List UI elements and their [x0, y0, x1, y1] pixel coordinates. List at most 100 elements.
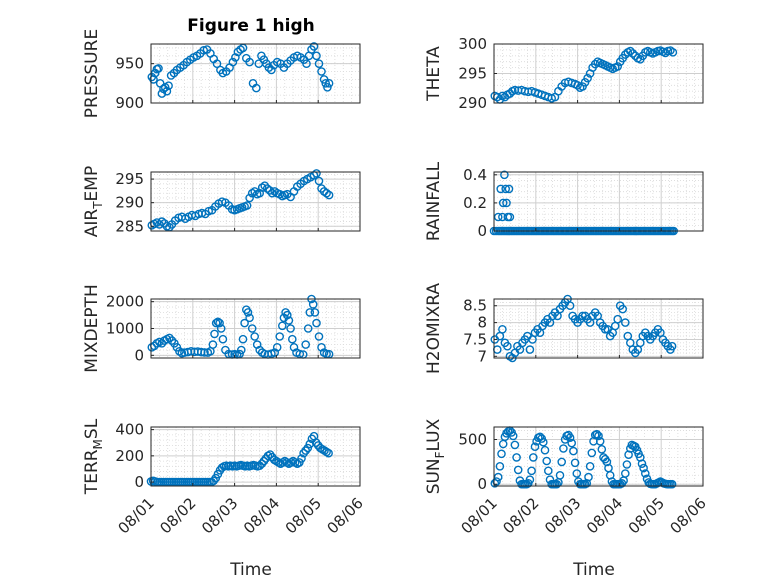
- data-point: [303, 443, 313, 453]
- x-tick-label: 08/03: [198, 494, 241, 537]
- y-tick-label: 7.5: [463, 330, 487, 348]
- y-tick-label: 500: [458, 431, 487, 449]
- data-point: [573, 81, 582, 90]
- data-point: [565, 301, 575, 311]
- y-tick-label: 0.2: [463, 194, 487, 212]
- data-point: [250, 332, 259, 341]
- data-point: [270, 348, 280, 357]
- y-tick-label: 290: [458, 94, 487, 112]
- data-point: [324, 79, 334, 88]
- data-point: [216, 324, 226, 333]
- data-point: [585, 461, 595, 471]
- y-tick-label: 0: [134, 473, 144, 491]
- data-point: [247, 324, 257, 333]
- data-point: [267, 65, 276, 75]
- data-point: [242, 201, 252, 210]
- data-point: [301, 446, 311, 455]
- data-point: [322, 188, 331, 198]
- y-tick-label: 200: [115, 447, 144, 465]
- data-point: [287, 334, 297, 344]
- data-point: [600, 324, 610, 334]
- data-point: [322, 447, 331, 457]
- data-point: [157, 338, 167, 348]
- axes-frame: [493, 426, 704, 487]
- data-point: [282, 310, 292, 320]
- x-tick-label: 08/04: [240, 494, 283, 537]
- data-point: [167, 336, 177, 345]
- data-point: [303, 324, 313, 333]
- data-point: [621, 469, 630, 478]
- y-tick-label: 8: [477, 314, 487, 332]
- data-point: [628, 49, 638, 58]
- data-point: [154, 64, 163, 73]
- data-point: [305, 308, 315, 317]
- data-point: [565, 433, 575, 443]
- data-point: [595, 436, 605, 446]
- y-tick-label: 285: [115, 217, 144, 235]
- plot-area: [151, 427, 360, 486]
- data-point: [243, 308, 253, 317]
- data-point: [257, 459, 267, 469]
- data-point: [637, 459, 647, 469]
- y-tick-label: 300: [458, 35, 487, 53]
- y-axis-label: THETA: [424, 46, 444, 102]
- data-point: [512, 453, 521, 462]
- data-point: [621, 318, 630, 327]
- y-tick-label: 0.4: [463, 166, 487, 184]
- subplot-theta: 290 295 300 THETA: [424, 35, 704, 112]
- data-point: [583, 73, 592, 83]
- data-point: [245, 193, 254, 203]
- figure-title: Figure 1 high: [187, 16, 315, 36]
- y-tick-label: 400: [115, 421, 144, 439]
- data-point: [540, 445, 550, 455]
- data-point: [312, 318, 321, 328]
- data-point: [284, 316, 294, 325]
- data-point: [317, 67, 326, 76]
- axes-frame: [150, 426, 361, 487]
- axes-frame: [150, 171, 361, 232]
- y-tick-label: 950: [115, 55, 144, 73]
- data-point: [308, 300, 318, 309]
- data-point: [544, 466, 553, 476]
- data-point: [314, 332, 324, 341]
- data-point: [495, 461, 505, 471]
- data-point: [208, 340, 218, 349]
- data-point: [289, 342, 299, 352]
- data-point: [164, 81, 173, 90]
- plot-area: [151, 172, 360, 231]
- data-point: [162, 86, 172, 96]
- data-point: [570, 458, 580, 468]
- data-point: [513, 465, 523, 475]
- data-point: [542, 456, 552, 466]
- data-point: [552, 479, 562, 489]
- data-point: [559, 444, 568, 453]
- x-tick-label: 08/04: [583, 494, 626, 537]
- data-point: [321, 79, 331, 88]
- data-point: [569, 446, 578, 456]
- y-tick-label: 290: [115, 194, 144, 212]
- data-point: [310, 308, 320, 317]
- subplot-rainfall: 0 0.2 0.4 RAINFALL: [424, 161, 704, 241]
- data-point: [297, 454, 306, 463]
- data-point: [282, 458, 292, 467]
- data-point: [613, 314, 623, 324]
- y-axis-label: PRESSURE: [82, 29, 102, 118]
- axes-frame: [493, 171, 704, 232]
- data-point: [497, 449, 506, 459]
- data-point: [578, 82, 587, 91]
- data-point: [572, 469, 582, 478]
- x-tick-label: 08/05: [625, 494, 668, 537]
- data-point: [639, 463, 648, 473]
- data-point: [527, 466, 536, 476]
- data-point: [505, 212, 515, 222]
- data-point: [277, 321, 287, 331]
- data-point: [240, 318, 249, 328]
- data-point: [312, 51, 321, 61]
- data-point: [257, 183, 267, 192]
- data-point: [228, 57, 238, 67]
- x-tick-label: 08/05: [282, 494, 325, 537]
- data-point: [525, 475, 535, 485]
- data-point: [309, 42, 319, 51]
- data-point: [626, 46, 635, 56]
